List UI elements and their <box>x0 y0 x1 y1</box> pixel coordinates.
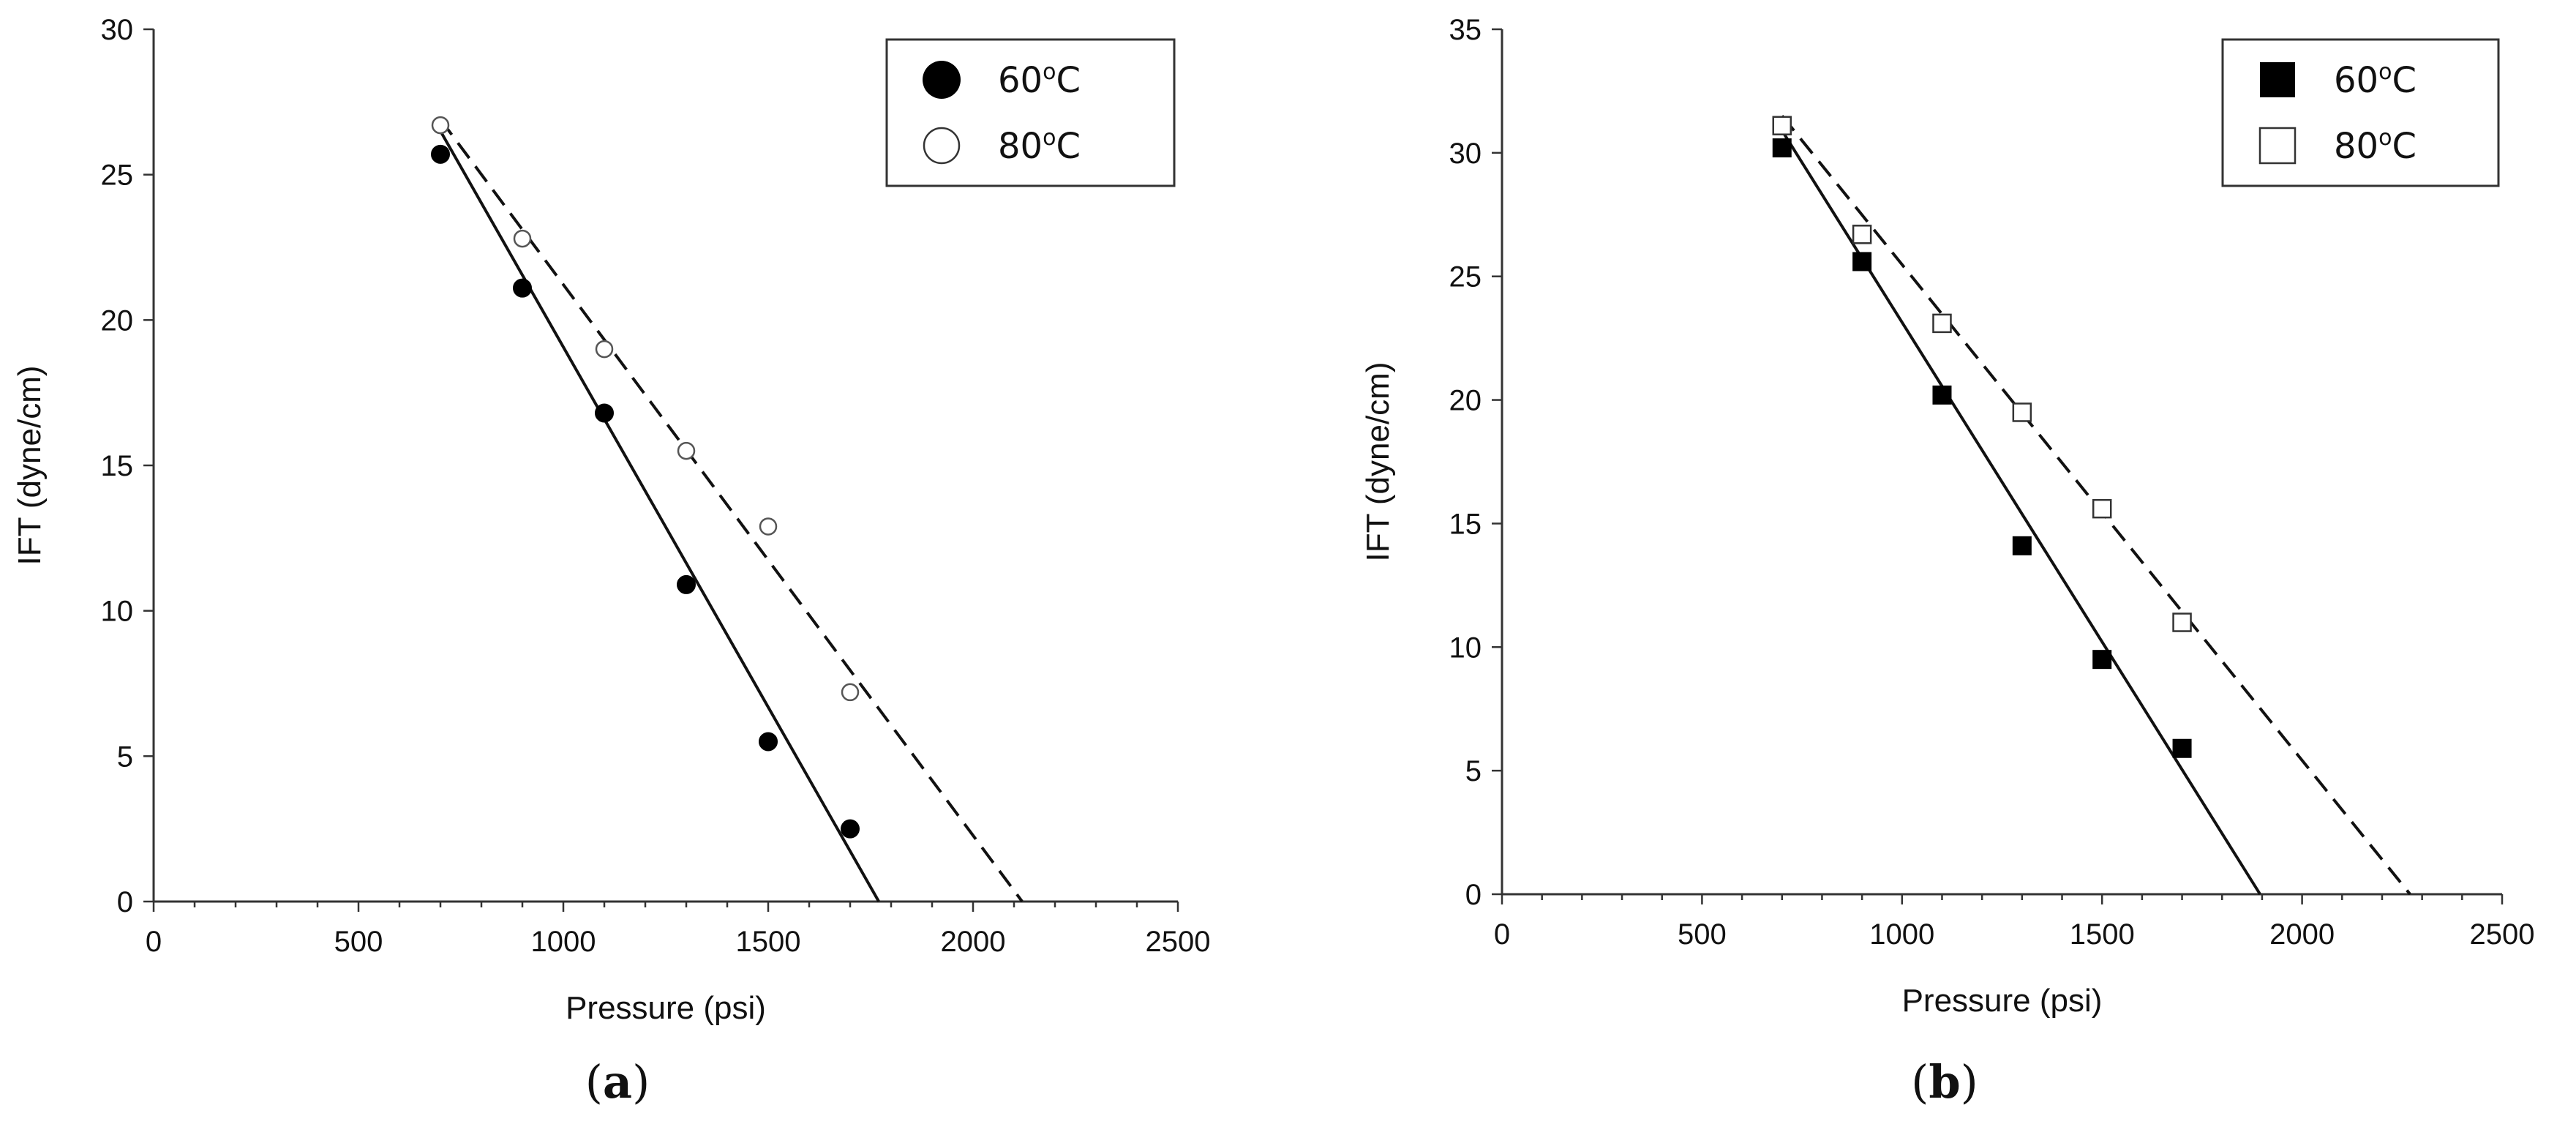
x-tick-label: 500 <box>334 926 383 958</box>
data-point-80c <box>759 517 778 536</box>
y-tick-label: 25 <box>101 160 134 192</box>
data-point-60c <box>1932 385 1952 405</box>
fit-line-60c <box>1781 130 2261 896</box>
data-point-80c <box>677 441 696 460</box>
y-tick-label: 5 <box>1465 755 1482 787</box>
y-tick-label: 20 <box>1449 385 1482 417</box>
data-point-80c <box>1772 116 1792 135</box>
x-tick-label: 1500 <box>736 926 801 958</box>
y-tick-label: 35 <box>1449 14 1482 46</box>
data-point-80c <box>1852 225 1872 244</box>
panel-a-chart: 0 500 1000 1500 2000 2500 0 5 10 15 20 25 30 Pressure… <box>12 14 1210 1109</box>
data-point-80c <box>2012 402 2032 422</box>
panel-label: (b) <box>1911 1055 1978 1109</box>
x-axis-title: Pressure (psi) <box>1902 983 2103 1019</box>
y-tick-label: 5 <box>117 741 133 773</box>
x-tick-label: 0 <box>146 926 162 958</box>
y-tick-label: 30 <box>1449 138 1482 170</box>
data-point-80c <box>841 683 860 702</box>
x-tick-label: 1500 <box>2070 918 2135 951</box>
legend-marker-open-circle <box>923 127 961 165</box>
data-point-60c <box>1772 138 1792 158</box>
data-point-60c <box>2172 738 2192 758</box>
y-axis-title: IFT (dyne/cm) <box>1360 361 1396 561</box>
data-point-60c <box>759 732 778 752</box>
y-tick-label: 10 <box>1449 632 1482 664</box>
y-axis-title: IFT (dyne/cm) <box>12 365 48 565</box>
data-point-80c <box>513 229 532 248</box>
data-point-80c <box>431 116 450 135</box>
legend-marker-filled-circle <box>923 61 961 99</box>
x-tick-label: 2500 <box>2470 918 2535 951</box>
data-point-80c <box>595 340 614 359</box>
legend-label: 60oC <box>2334 59 2417 101</box>
legend-label: 60oC <box>998 59 1081 101</box>
x-tick-label: 2000 <box>2269 918 2335 951</box>
legend-marker-filled-square <box>2260 62 2295 97</box>
x-tick-label: 2000 <box>941 926 1006 958</box>
data-point-60c <box>431 144 450 164</box>
y-tick-label: 30 <box>101 14 134 46</box>
y-tick-label: 0 <box>117 886 133 918</box>
data-point-80c <box>2092 498 2112 519</box>
y-tick-label: 15 <box>1449 508 1482 540</box>
y-tick-label: 25 <box>1449 261 1482 293</box>
y-tick-label: 10 <box>101 596 134 628</box>
data-point-80c <box>2172 612 2192 632</box>
data-point-60c <box>513 278 532 298</box>
x-tick-label: 0 <box>1494 918 1510 951</box>
legend-label: 80oC <box>2334 125 2417 167</box>
x-axis-title: Pressure (psi) <box>566 990 766 1026</box>
data-point-60c <box>841 819 860 839</box>
data-point-60c <box>2092 650 2112 670</box>
y-tick-label: 15 <box>101 450 134 482</box>
data-point-60c <box>2012 536 2032 555</box>
data-point-60c <box>595 403 614 423</box>
data-point-60c <box>1852 252 1872 271</box>
x-tick-label: 500 <box>1678 918 1727 951</box>
data-point-80c <box>1932 313 1952 334</box>
x-tick-label: 1000 <box>1869 918 1934 951</box>
legend: 60oC 80oC <box>885 38 1176 187</box>
legend-label: 80oC <box>998 125 1081 167</box>
legend-marker-open-square <box>2258 127 2297 165</box>
fit-line-60c <box>439 130 880 902</box>
data-point-60c <box>677 574 696 594</box>
fit-line-80c <box>439 118 1024 903</box>
panel-b-chart: 0 500 1000 1500 2000 2500 0 5 10 15 20 25 30 35 Pressu… <box>1360 14 2534 1109</box>
y-tick-label: 20 <box>101 304 134 337</box>
x-tick-label: 2500 <box>1146 926 1211 958</box>
legend: 60oC 80oC <box>2221 38 2500 187</box>
y-tick-label: 0 <box>1465 879 1482 911</box>
panel-label: (a) <box>585 1055 650 1109</box>
x-tick-label: 1000 <box>531 926 596 958</box>
